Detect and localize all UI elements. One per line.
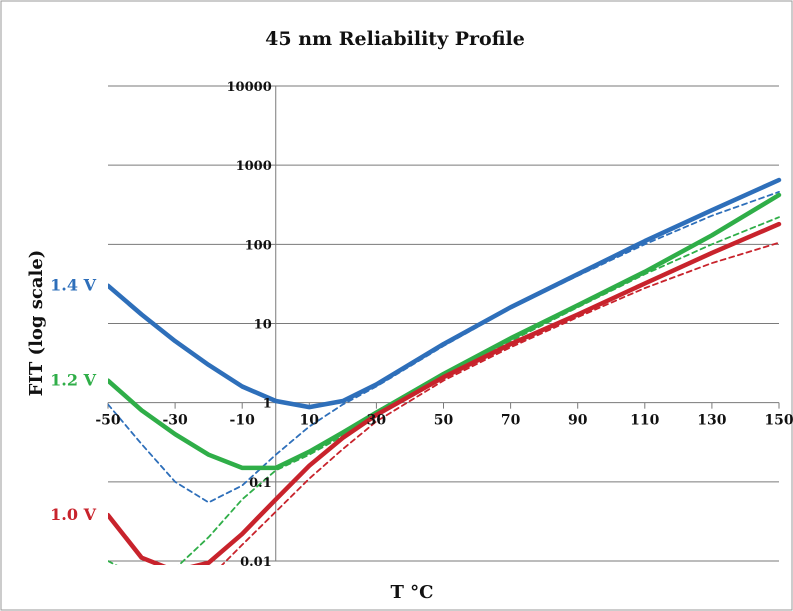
x-tick-label: 10	[300, 413, 320, 429]
x-tick-label: -30	[162, 413, 188, 429]
x-axis-label: T °C	[391, 582, 434, 603]
x-tick-label: 50	[434, 413, 454, 429]
dashed-series-1	[108, 190, 780, 504]
y-axis-label: FIT (log scale)	[26, 250, 47, 397]
y-tick-label: 1000	[236, 159, 272, 174]
y-tick-label: 10000	[227, 80, 272, 95]
y-tick-label: 0.01	[240, 555, 272, 570]
x-tick-label: -50	[95, 413, 121, 429]
chart-title: 45 nm Reliability Profile	[265, 28, 525, 50]
y-tick-label: 100	[245, 238, 272, 253]
dashed-series-3	[108, 216, 780, 565]
x-tick-label: 70	[501, 413, 521, 429]
series-line-0	[108, 177, 782, 410]
x-tick-label: 150	[764, 413, 793, 429]
y-tick-label: 0.1	[249, 476, 272, 491]
series-line-2	[108, 192, 782, 471]
x-tick-label: 130	[697, 413, 726, 429]
x-tick-label: -10	[230, 413, 256, 429]
grid-layer	[107, 85, 780, 562]
x-tick-label: 110	[630, 413, 659, 429]
y-tick-label: 1	[263, 397, 272, 412]
x-tick-label: 30	[367, 413, 387, 429]
series-label: 1.0 V	[50, 505, 96, 524]
dashed-series-5	[220, 241, 780, 565]
series-layer	[108, 177, 782, 565]
series-label: 1.4 V	[50, 276, 96, 295]
x-tick-label: 90	[568, 413, 588, 429]
series-line-4	[108, 221, 782, 565]
label-layer: 1.4 V 1.2 V 1.0 V	[50, 276, 96, 524]
series-label: 1.2 V	[50, 371, 96, 390]
y-tick-label: 10	[254, 318, 272, 333]
